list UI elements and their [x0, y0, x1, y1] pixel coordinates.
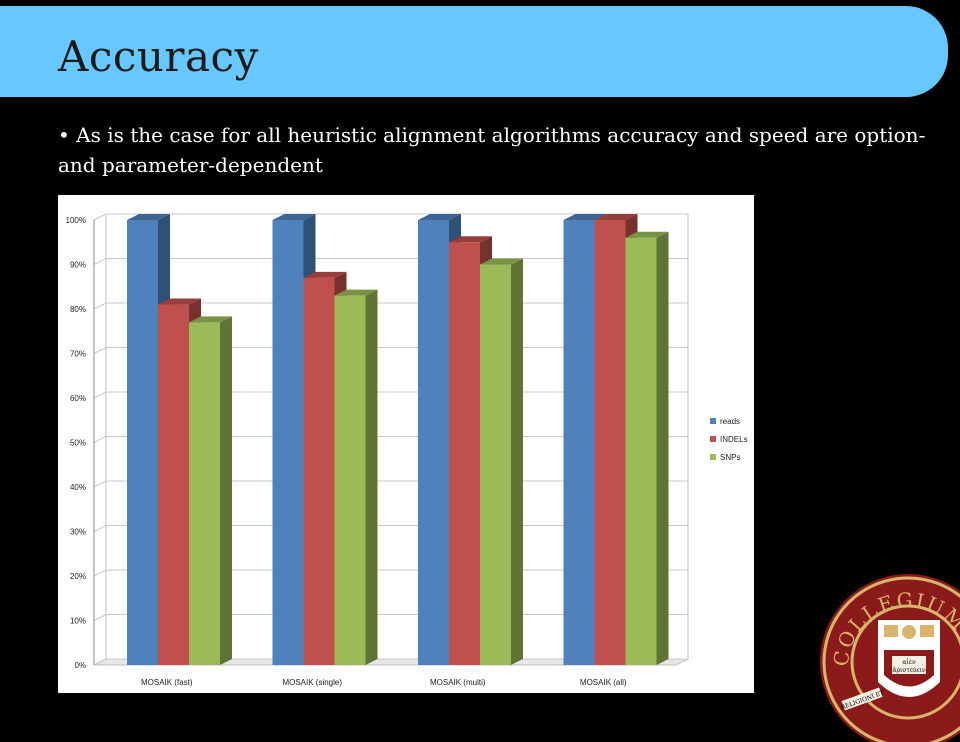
bar-side-snps: [365, 289, 378, 665]
y-tick-label: 40%: [70, 483, 86, 492]
bar-indels: [449, 242, 480, 665]
x-tick-label: MOSAIK (fast): [141, 678, 193, 687]
bar-indels: [594, 220, 626, 665]
bar-chart: 0% 10% 20% 30% 40% 50% 60% 70% 80% 90% 100% MOSAIK …: [66, 213, 748, 687]
bar-snps: [625, 237, 657, 666]
bar-indels: [158, 304, 189, 665]
y-tick-label: 80%: [70, 305, 86, 314]
bar-snps: [480, 264, 511, 665]
legend-swatch-snps: [710, 454, 716, 460]
bar-top-reads: [127, 214, 170, 220]
y-tick-label: 20%: [70, 572, 86, 581]
legend-label: SNPs: [720, 453, 740, 462]
bar-top-snps: [334, 289, 378, 296]
seal-motto-1: αἰὲν: [902, 659, 916, 666]
bar-top-reads: [563, 214, 607, 220]
legend-swatch-indels: [710, 436, 716, 442]
x-tick-label: MOSAIK (single): [282, 678, 342, 687]
y-tick-label: 30%: [70, 528, 86, 537]
bar-top-reads: [272, 214, 316, 220]
bar-reads: [418, 220, 449, 665]
legend-label: INDELs: [720, 435, 748, 444]
bar-reads: [563, 220, 595, 665]
bar-top-indels: [158, 298, 201, 305]
bar-reads: [272, 220, 304, 665]
legend-swatch-reads: [710, 418, 716, 424]
x-tick-label: MOSAIK (all): [580, 678, 627, 687]
bar-side-snps: [220, 316, 232, 665]
chart-container: 0% 10% 20% 30% 40% 50% 60% 70% 80% 90% 100% MOSAIK …: [58, 195, 754, 693]
y-tick-label: 50%: [70, 439, 86, 448]
title-bar: [0, 6, 948, 97]
y-tick-label: 100%: [66, 216, 86, 225]
bar-indels: [303, 277, 335, 665]
y-tick-label: 90%: [70, 261, 86, 270]
bar-reads: [127, 220, 158, 665]
bullet-text: • As is the case for all heuristic align…: [58, 123, 926, 177]
bar-top-indels: [594, 214, 638, 220]
y-tick-label: 10%: [70, 617, 86, 626]
x-tick-label: MOSAIK (multi): [430, 678, 486, 687]
bar-top-snps: [189, 316, 232, 323]
bar-top-indels: [303, 271, 347, 278]
slide-title: Accuracy: [58, 32, 259, 81]
y-tick-label: 0%: [74, 661, 86, 670]
seal-motto-2: ἀριστεύειν: [892, 667, 926, 674]
college-seal-icon: COLLEGIUM BOSTONIENSE αἰὲν ἀριστεύειν RE…: [818, 572, 960, 742]
bar-snps: [189, 322, 220, 665]
bar-side-snps: [511, 258, 523, 665]
legend-label: reads: [720, 417, 740, 426]
bar-top-reads: [418, 214, 461, 220]
y-tick-label: 70%: [70, 350, 86, 359]
bar-top-snps: [625, 231, 669, 238]
bar-top-snps: [480, 258, 523, 265]
bar-top-indels: [449, 236, 492, 243]
bar-snps: [334, 295, 366, 665]
bar-side-snps: [656, 231, 669, 666]
gridline: [93, 213, 688, 221]
y-tick-label: 60%: [70, 394, 86, 403]
